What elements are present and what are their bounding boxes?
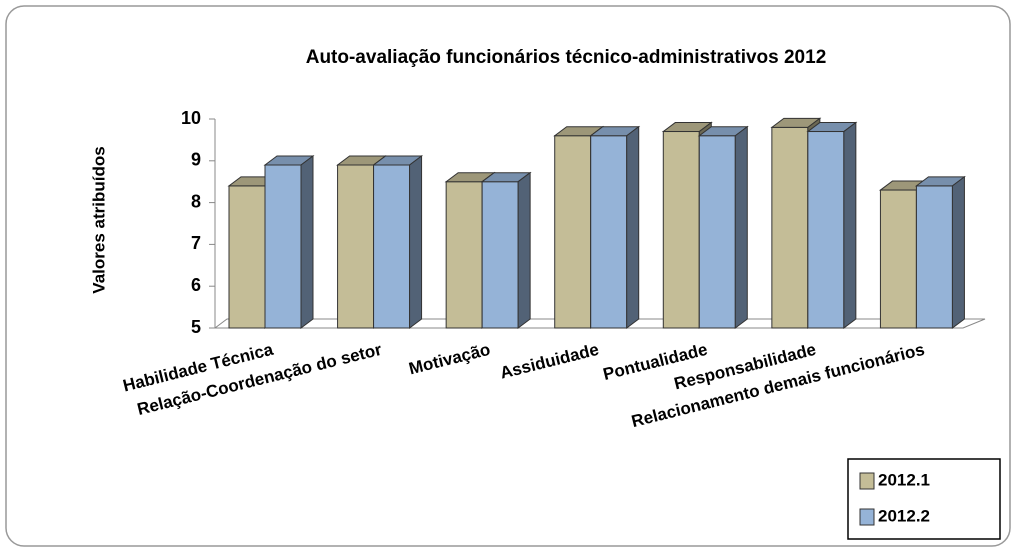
bar-front bbox=[915, 185, 953, 329]
bar bbox=[697, 125, 749, 329]
bar bbox=[914, 175, 966, 329]
bar-front bbox=[264, 164, 302, 329]
y-axis-label: Valores atribuídos bbox=[89, 146, 108, 293]
chart-title: Auto-avaliação funcionários técnico-admi… bbox=[306, 47, 827, 68]
bar-front bbox=[771, 126, 809, 329]
legend-box bbox=[847, 458, 1001, 540]
bar-side bbox=[517, 171, 531, 329]
bar bbox=[480, 171, 532, 329]
y-tick-label: 7 bbox=[191, 233, 201, 253]
bar-front bbox=[373, 164, 411, 329]
bar-side bbox=[626, 125, 640, 329]
bar-front bbox=[698, 135, 736, 329]
y-tick-label: 10 bbox=[181, 108, 201, 128]
y-tick-label: 9 bbox=[191, 150, 201, 170]
bar-side bbox=[300, 154, 314, 329]
bar-front bbox=[590, 135, 628, 329]
legend-swatch bbox=[859, 472, 875, 490]
bar-front bbox=[337, 164, 375, 329]
bar bbox=[372, 154, 424, 329]
bar-side bbox=[843, 121, 857, 329]
bar bbox=[589, 125, 641, 329]
legend-label: 2012.2 bbox=[878, 506, 930, 525]
bar-front bbox=[807, 131, 845, 329]
legend-label: 2012.1 bbox=[878, 470, 930, 489]
bar-side bbox=[409, 154, 423, 329]
y-tick-label: 6 bbox=[191, 275, 201, 295]
bar-front bbox=[481, 181, 519, 329]
bar bbox=[806, 121, 858, 329]
legend-swatch bbox=[859, 508, 875, 526]
bar-front bbox=[879, 189, 917, 329]
bar-front bbox=[554, 135, 592, 329]
y-tick-label: 8 bbox=[191, 191, 201, 211]
bar-front bbox=[445, 181, 483, 329]
bar-side bbox=[734, 125, 748, 329]
y-tick-label: 5 bbox=[191, 317, 201, 337]
bar-front bbox=[228, 185, 266, 329]
bar-side bbox=[951, 175, 965, 329]
bar-front bbox=[662, 131, 700, 329]
bar bbox=[263, 154, 315, 329]
